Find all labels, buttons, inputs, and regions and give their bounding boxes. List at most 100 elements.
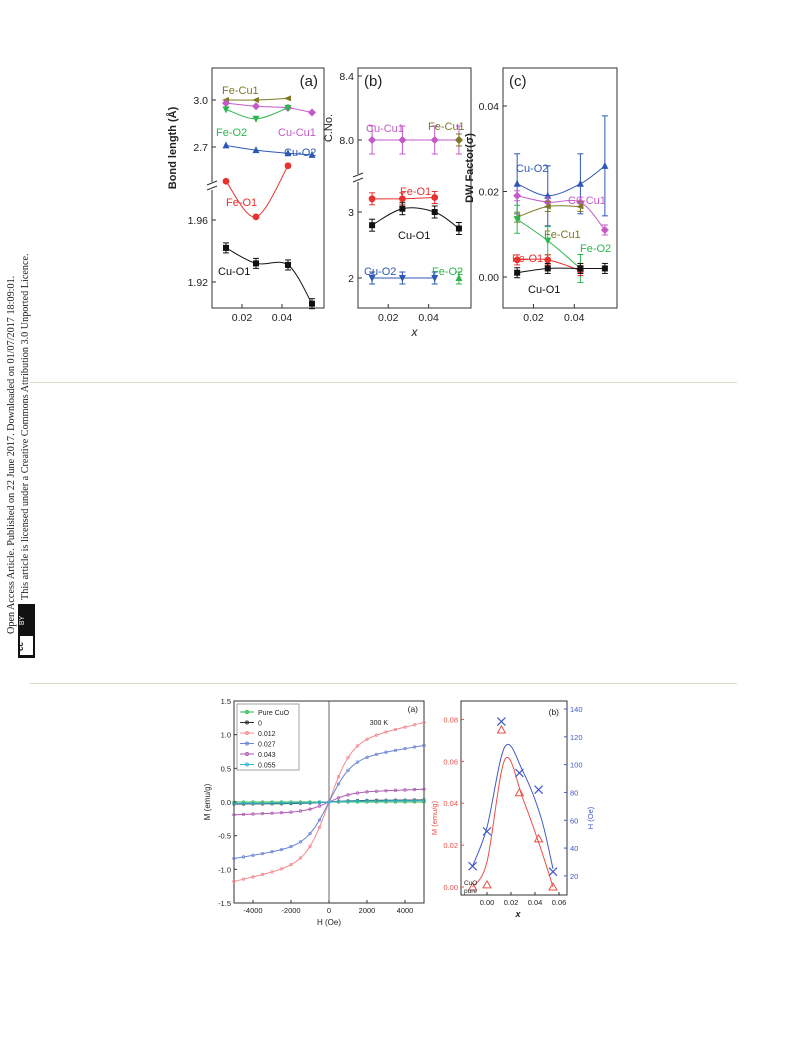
data-point [368,195,376,203]
hc-point [514,768,524,778]
mh-point [384,799,388,803]
mh-point [298,801,303,805]
x-tick-label: 0.02 [232,312,253,324]
mh-point [412,799,417,803]
mh-point [270,850,274,854]
license-line-2: This article is licensed under a Creativ… [20,253,31,600]
mh-point [232,856,236,861]
data-point [398,195,406,203]
y-axis-label: M (emu/g) [203,783,212,820]
data-point [430,136,439,144]
legend-label: 0.043 [258,752,276,759]
panel-label: (a) [300,73,318,90]
y-tick-label: 0.0 [221,798,231,807]
mh-point [270,870,274,874]
data-point [455,274,463,281]
axis-break-mark [206,180,218,186]
data-point [398,275,406,282]
separator-rule-bottom [30,683,737,684]
legend-label: 0 [258,721,262,728]
series-label: Cu-O2 [516,163,548,175]
mh-point [232,879,236,884]
mh-point [241,855,246,859]
data-point [513,256,521,264]
data-point [455,225,462,232]
hc-point [534,785,544,795]
y-tick-label: 1.0 [221,731,231,740]
mh-point [308,807,312,811]
series-label: Fe-O2 [432,266,463,278]
panel-label: (c) [509,73,527,90]
mh-point [403,788,407,792]
figure-magnetic: -4000 -2000 0 2000 4000 1.5 1.0 0.5 0.0 -0.5 -1.0 -… [203,697,595,927]
by-label: BY [19,615,27,626]
mh-point [260,872,265,877]
data-point [284,162,292,170]
data-point [514,269,521,276]
mh-point [317,818,322,822]
data-point [454,136,463,144]
y-tick-label: 0.00 [479,272,500,284]
y-tick-label-left: 0.02 [443,841,458,850]
fit-curve [517,195,606,231]
mh-point [251,801,255,805]
data-point [222,177,230,185]
fit-curve [225,102,313,114]
data-point [513,191,522,200]
fit-curve-mr [472,756,554,888]
y-tick-label: 2.7 [193,142,208,154]
y-tick-label: 1.5 [221,697,231,706]
y-tick-label-right: 140 [570,705,583,714]
mh-point [317,800,322,805]
y-tick-label: -1.5 [218,899,231,908]
mh-point [251,853,255,857]
x-axis-label: x [411,325,419,339]
series-label: Fe-Cu1 [428,121,465,133]
series-label: Fe-O1 [400,186,431,198]
plot-frame [357,67,472,309]
mh-point [355,744,360,748]
mr-point [533,833,544,843]
y-axis-label: C.No. [323,114,335,142]
fit-curve [225,247,313,304]
y-tick-label: 3 [348,207,354,219]
mh-point [308,801,312,805]
panel-label: (b) [549,707,560,717]
x-tick-label: 0.04 [272,312,293,324]
data-point [601,265,608,272]
y-tick-label: 0.02 [479,187,500,199]
data-point [369,222,376,229]
data-point [544,256,552,264]
mh-point [422,787,426,791]
figure-exafs-panels: 0.02 0.04 3.0 2.7 1.96 1.92 (a) Bond length (Å)… [166,67,618,339]
y-tick-label: 0.5 [221,764,231,773]
series-label: Fe-O1 [226,197,257,209]
mh-point [384,750,388,754]
mh-point [279,847,284,852]
series-label: Cu-O1 [218,266,250,278]
y-tick-label-right: 100 [570,761,583,770]
axis-break-mark [352,172,364,178]
panel-mr-hc: 0.00 0.02 0.04 0.06 0.08 0.06 0.04 0.02 0.00 140 1… [430,700,595,919]
y-tick-label-left: 0.08 [443,715,458,724]
mh-point [289,810,293,814]
cc-by-badge[interactable]: cc BY [16,604,35,658]
data-point [284,149,292,157]
panel-a: 0.02 0.04 3.0 2.7 1.96 1.92 (a) Bond length (Å)… [166,67,325,324]
mh-point [241,812,246,817]
mh-point [251,812,255,816]
mh-point [393,799,398,803]
mh-point [393,788,398,792]
data-point [513,216,521,224]
mh-point [384,789,388,793]
mr-point [467,881,478,891]
mr-point [482,879,492,889]
legend-marker [245,720,249,725]
y-axis-label-left: M (emu/g) [430,800,439,835]
mh-point [365,799,369,803]
data-point [222,106,230,114]
mh-point [336,775,341,779]
axis-break-mark [352,177,364,183]
y-axis-label: Bond length (Å) [166,106,179,189]
y-tick-label: -0.5 [218,832,231,841]
